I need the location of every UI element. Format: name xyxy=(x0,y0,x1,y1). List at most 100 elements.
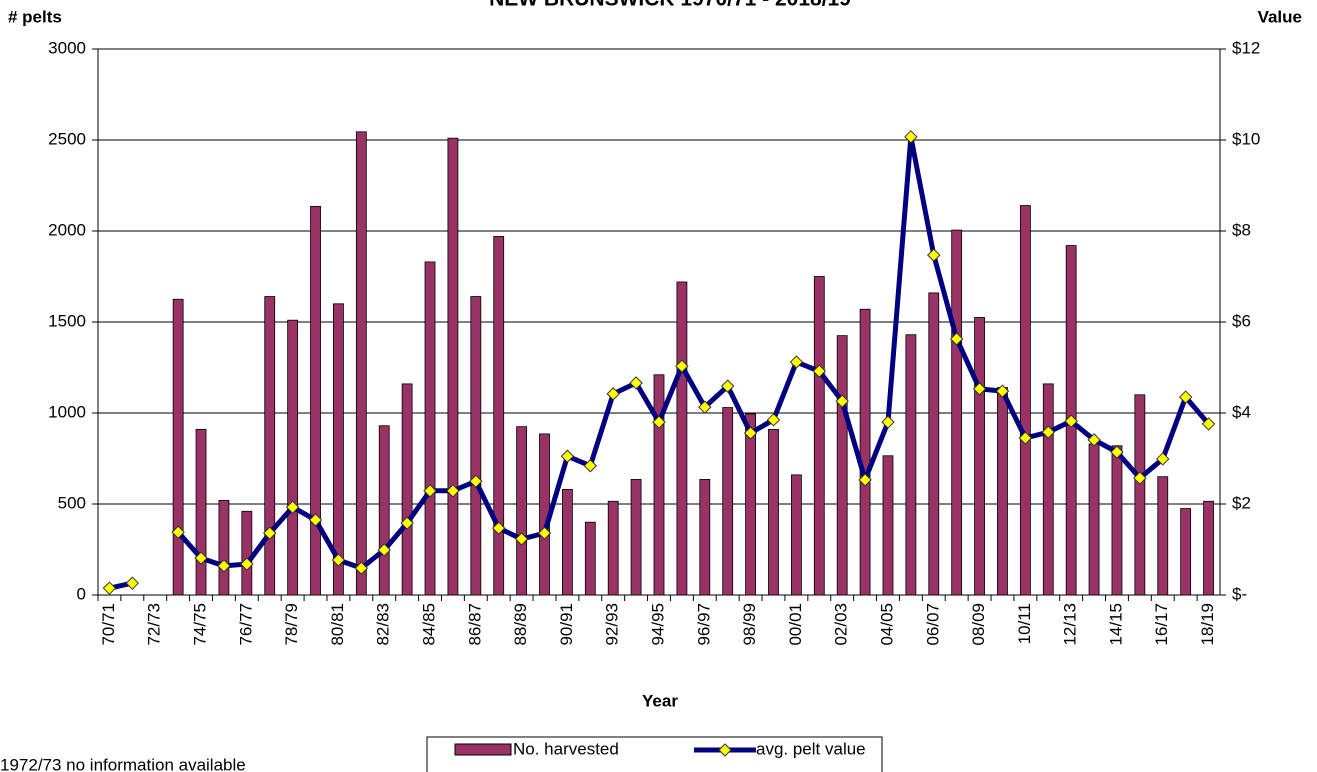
bar xyxy=(355,131,367,596)
x-tick-label: 10/11 xyxy=(1015,603,1034,644)
marker xyxy=(1018,431,1033,445)
chart-title: NEW BRUNSWICK 1970/71 - 2018/19 xyxy=(489,0,851,11)
x-tick-label: 94/95 xyxy=(648,603,667,646)
marker xyxy=(469,474,483,488)
marker xyxy=(972,382,987,396)
y2-tick-label: $12 xyxy=(1232,38,1260,57)
bar xyxy=(333,303,344,596)
marker xyxy=(1178,390,1193,404)
bar xyxy=(790,474,802,596)
legend-label: No. harvested xyxy=(513,739,619,758)
bar xyxy=(447,137,459,596)
x-tick-label: 96/97 xyxy=(694,603,713,646)
marker xyxy=(400,516,414,530)
marker xyxy=(308,513,323,527)
x-tick-label: 06/07 xyxy=(923,603,942,646)
x-tick-label: 92/93 xyxy=(603,603,622,646)
marker xyxy=(995,384,1010,398)
marker xyxy=(1110,445,1124,459)
marker xyxy=(927,248,941,262)
marker xyxy=(766,413,781,427)
marker xyxy=(629,376,643,390)
y-tick-label: 2500 xyxy=(48,129,86,148)
marker xyxy=(514,532,529,546)
y2-axis-label: Value xyxy=(1258,7,1302,26)
bar xyxy=(378,425,390,596)
x-axis-label: Year xyxy=(642,691,678,710)
marker xyxy=(835,394,849,408)
bar xyxy=(584,521,596,596)
bar xyxy=(470,296,482,596)
x-tick-label: 00/01 xyxy=(786,603,805,646)
x-tick-label: 78/79 xyxy=(282,603,301,646)
marker xyxy=(583,459,598,473)
legend-swatch-marker xyxy=(718,743,732,757)
marker xyxy=(354,561,369,575)
bar xyxy=(516,426,528,596)
x-tick-label: 98/99 xyxy=(740,603,759,646)
y-tick-label: 3000 xyxy=(48,38,86,57)
x-tick-label: 84/85 xyxy=(420,603,439,646)
bar xyxy=(928,292,940,596)
x-tick-label: 14/15 xyxy=(1106,603,1125,646)
marker xyxy=(446,484,460,498)
marker xyxy=(240,557,254,571)
y-tick-label: 1500 xyxy=(48,311,86,330)
marker xyxy=(217,559,231,573)
bar xyxy=(1088,443,1100,596)
marker xyxy=(720,379,735,393)
marker xyxy=(606,387,620,401)
x-tick-label: 90/91 xyxy=(557,603,576,646)
bar xyxy=(172,298,184,596)
bar xyxy=(424,261,436,596)
marker xyxy=(560,449,575,463)
marker xyxy=(285,500,300,514)
bar xyxy=(813,276,825,596)
bar xyxy=(195,428,207,596)
x-tick-label: 04/05 xyxy=(877,603,896,646)
marker xyxy=(171,525,185,539)
bar xyxy=(1180,508,1192,596)
x-tick-label: 76/77 xyxy=(236,603,255,646)
marker xyxy=(812,364,826,378)
x-tick-label: 16/17 xyxy=(1152,603,1171,646)
x-tick-label: 74/75 xyxy=(191,603,210,646)
y-axis-label: # pelts xyxy=(8,7,62,26)
marker xyxy=(377,543,391,557)
bar xyxy=(630,479,642,596)
marker xyxy=(1156,452,1170,466)
bar xyxy=(745,413,756,596)
y2-tick-label: $10 xyxy=(1232,129,1260,148)
marker xyxy=(1087,433,1101,447)
marker xyxy=(789,355,804,369)
bar xyxy=(1203,500,1214,596)
marker xyxy=(881,415,895,429)
marker xyxy=(1133,471,1147,485)
bar xyxy=(1019,205,1031,596)
y-tick-label: 1000 xyxy=(48,402,86,421)
y2-tick-label: $2 xyxy=(1232,493,1251,512)
x-tick-label: 12/13 xyxy=(1061,603,1080,646)
marker xyxy=(698,400,712,414)
x-tick-label: 02/03 xyxy=(832,603,851,646)
marker xyxy=(125,576,140,590)
y-tick-label: 500 xyxy=(58,493,86,512)
y2-tick-label: $8 xyxy=(1232,220,1251,239)
bar xyxy=(836,335,848,596)
bar xyxy=(676,281,688,596)
bar xyxy=(607,500,619,596)
marker xyxy=(949,332,964,346)
bar xyxy=(287,319,299,596)
bar xyxy=(1042,383,1054,596)
note: 1972/73 no information available xyxy=(0,755,246,772)
bar xyxy=(562,489,573,596)
bar xyxy=(951,229,963,596)
bar xyxy=(859,308,871,596)
bar xyxy=(768,428,779,596)
marker xyxy=(492,521,506,535)
x-tick-label: 72/73 xyxy=(145,603,164,646)
marker xyxy=(904,130,918,144)
marker xyxy=(858,473,872,487)
bar xyxy=(218,499,230,596)
